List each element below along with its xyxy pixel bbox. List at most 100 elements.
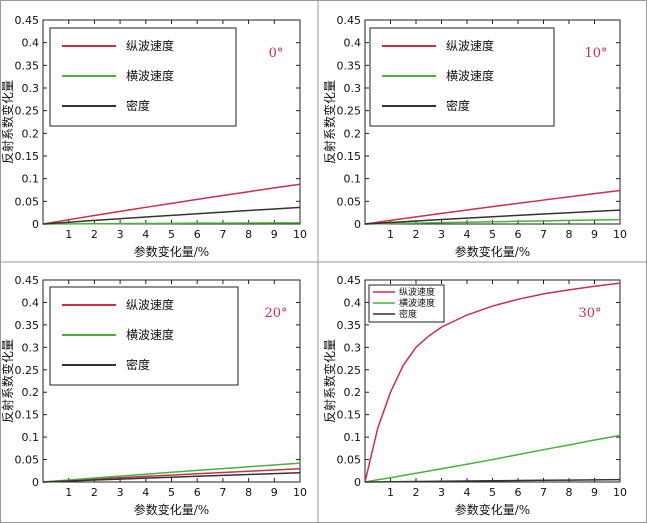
y-tick-label: 0.35 [15,319,40,332]
x-tick-label: 6 [194,228,201,241]
y-tick-label: 0.05 [337,454,362,467]
y-tick-label: 0.15 [337,409,362,422]
legend-label: 纵波速度 [126,38,174,53]
y-tick-label: 0.05 [15,454,40,467]
x-axis-label: 参数变化量/% [455,244,530,259]
series-line-1 [364,282,621,483]
y-tick-label: 0.4 [344,296,362,309]
x-tick-label: 8 [245,228,252,241]
y-tick-label: 0.1 [344,173,362,186]
x-axis-label: 参数变化量/% [134,502,209,517]
x-tick-label: 7 [219,228,226,241]
chart-panel-4: 0 0.05 0.1 0.15 0.2 0.25 0.3 0.35 0.4 0.45 1 2 3 4 5 6 7… [322,274,627,517]
y-tick-label: 0.25 [15,105,40,118]
x-tick-label: 6 [515,228,522,241]
x-tick-label: 1 [387,486,394,499]
x-tick-label: 7 [219,486,226,499]
y-tick-label: 0.4 [22,37,40,50]
y-tick-label: 0.3 [344,341,362,354]
chart-panel-2: 0 0.05 0.1 0.15 0.2 0.25 0.3 0.35 0.4 0.45 1 2 3 4 5 6 7… [322,14,627,259]
x-tick-label: 4 [142,486,149,499]
y-tick-label: 0.25 [15,364,40,377]
y-tick-label: 0.2 [344,127,362,140]
y-tick-label: 0.3 [22,341,40,354]
x-tick-label: 2 [413,228,420,241]
y-tick-label: 0.1 [22,431,40,444]
legend-label: 纵波速度 [446,38,494,53]
x-tick-label: 1 [65,228,72,241]
legend-label: 横波速度 [126,327,174,342]
x-tick-label: 5 [168,228,175,241]
x-tick-label: 10 [293,486,307,499]
x-tick-label: 5 [489,228,496,241]
x-tick-label: 5 [489,486,496,499]
y-tick-label: 0 [354,218,361,231]
legend-label: 横波速度 [399,297,435,309]
x-tick-label: 8 [566,228,573,241]
x-tick-label: 3 [117,486,124,499]
legend-label: 纵波速度 [126,297,174,312]
y-tick-label: 0.45 [15,14,40,27]
y-tick-label: 0.1 [344,431,362,444]
y-tick-label: 0.4 [22,296,40,309]
y-tick-label: 0.35 [15,59,40,72]
series-line-3 [364,209,621,225]
y-tick-label: 0.25 [337,364,362,377]
x-tick-label: 1 [387,228,394,241]
y-tick-label: 0.1 [22,173,40,186]
legend-label: 密度 [446,98,470,113]
y-axis-label: 反射系数变化量 [0,339,15,423]
y-tick-label: 0.3 [344,82,362,95]
x-tick-label: 10 [293,228,307,241]
y-tick-label: 0.35 [337,319,362,332]
x-tick-label: 4 [464,228,471,241]
series-line-3 [42,472,301,483]
x-tick-label: 3 [438,228,445,241]
y-tick-label: 0.35 [337,59,362,72]
series-line-2 [364,434,621,483]
y-tick-label: 0.2 [22,127,40,140]
y-tick-label: 0.15 [15,409,40,422]
x-tick-label: 4 [464,486,471,499]
y-tick-label: 0.2 [344,386,362,399]
angle-annotation: 20° [264,306,287,321]
x-tick-label: 2 [91,228,98,241]
y-tick-label: 0 [32,476,39,489]
legend-label: 纵波速度 [399,286,435,298]
x-tick-label: 2 [413,486,420,499]
y-tick-label: 0.3 [22,82,40,95]
series-line-3 [364,478,621,483]
series-line-1 [42,183,301,225]
y-tick-label: 0 [354,476,361,489]
legend-label: 密度 [126,98,150,113]
y-tick-label: 0.05 [337,195,362,208]
chart-panel-3: 0 0.05 0.1 0.15 0.2 0.25 0.3 0.35 0.4 0.45 1 2 3 4 5 6 7… [0,274,307,517]
legend-label: 横波速度 [126,68,174,83]
y-tick-label: 0.15 [15,150,40,163]
y-tick-label: 0.15 [337,150,362,163]
y-tick-label: 0.25 [337,105,362,118]
x-tick-label: 9 [591,486,598,499]
legend-label: 密度 [126,357,150,372]
x-tick-label: 6 [194,486,201,499]
x-tick-label: 6 [515,486,522,499]
x-tick-label: 9 [271,228,278,241]
series-line-2 [42,462,301,483]
angle-annotation: 10° [584,46,607,61]
x-tick-label: 2 [91,486,98,499]
x-tick-label: 7 [540,486,547,499]
y-tick-label: 0.45 [15,274,40,287]
angle-annotation: 30° [578,306,601,321]
x-tick-label: 3 [117,228,124,241]
x-tick-label: 10 [613,228,627,241]
x-tick-label: 3 [438,486,445,499]
x-axis-label: 参数变化量/% [455,502,530,517]
y-tick-label: 0.4 [344,37,362,50]
chart-panel-1: 0 0.05 0.1 0.15 0.2 0.25 0.3 0.35 0.4 0.45 1 2 3 4 5 6 7… [0,14,307,259]
series-line-2 [42,222,301,225]
